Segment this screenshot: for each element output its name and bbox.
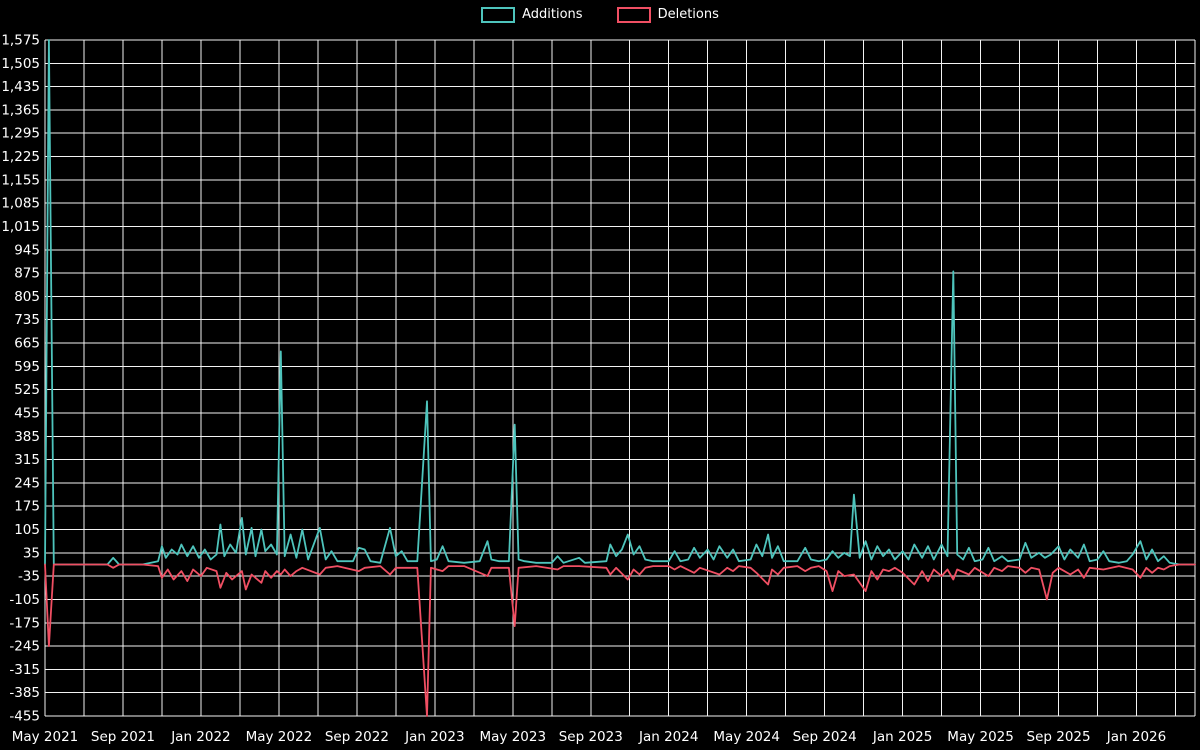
svg-text:1,575: 1,575: [1, 33, 40, 49]
svg-text:May 2023: May 2023: [480, 729, 547, 745]
svg-text:Jan 2024: Jan 2024: [638, 729, 698, 745]
svg-text:1,225: 1,225: [1, 149, 40, 165]
svg-text:Jan 2023: Jan 2023: [404, 729, 464, 745]
svg-text:315: 315: [14, 452, 40, 468]
svg-text:-245: -245: [9, 639, 40, 655]
additions-label: Additions: [522, 7, 583, 22]
svg-text:385: 385: [14, 429, 40, 445]
svg-text:175: 175: [14, 499, 40, 515]
svg-text:Sep 2021: Sep 2021: [91, 729, 155, 745]
svg-text:945: 945: [14, 242, 40, 258]
svg-text:665: 665: [14, 336, 40, 352]
deletions-line: [44, 563, 1196, 717]
svg-text:Sep 2023: Sep 2023: [559, 729, 623, 745]
svg-text:May 2024: May 2024: [713, 729, 780, 745]
svg-text:1,155: 1,155: [1, 172, 40, 188]
additions-line: [44, 39, 1196, 566]
deletions-label: Deletions: [657, 7, 719, 22]
svg-text:1,295: 1,295: [1, 126, 40, 142]
svg-text:1,505: 1,505: [1, 56, 40, 72]
legend-item-additions[interactable]: Additions: [481, 7, 583, 23]
deletions-swatch: [616, 7, 651, 23]
svg-text:-455: -455: [9, 709, 40, 725]
svg-text:May 2021: May 2021: [12, 729, 79, 745]
svg-text:Jan 2022: Jan 2022: [170, 729, 230, 745]
svg-text:35: 35: [23, 545, 40, 561]
svg-text:May 2022: May 2022: [246, 729, 313, 745]
svg-text:805: 805: [14, 289, 40, 305]
svg-text:1,365: 1,365: [1, 102, 40, 118]
chart-legend: Additions Deletions: [0, 7, 1200, 23]
x-axis-labels: May 2021 Sep 2021 Jan 2022 May 2022 Sep 2022…: [12, 729, 1167, 745]
svg-text:735: 735: [14, 312, 40, 328]
legend-item-deletions[interactable]: Deletions: [616, 7, 719, 23]
svg-text:875: 875: [14, 266, 40, 282]
svg-text:1,015: 1,015: [1, 219, 40, 235]
svg-text:-105: -105: [9, 592, 40, 608]
svg-text:Sep 2025: Sep 2025: [1027, 729, 1091, 745]
grid-lines: [44, 39, 1196, 717]
svg-text:455: 455: [14, 405, 40, 421]
svg-text:-385: -385: [9, 685, 40, 701]
svg-text:105: 105: [14, 522, 40, 538]
y-axis-labels: 1,575 1,505 1,435 1,365 1,295 1,225 1,155 1,085…: [1, 33, 40, 725]
svg-text:May 2025: May 2025: [947, 729, 1014, 745]
svg-text:525: 525: [14, 382, 40, 398]
svg-text:Sep 2024: Sep 2024: [793, 729, 857, 745]
svg-text:-175: -175: [9, 615, 40, 631]
svg-text:245: 245: [14, 475, 40, 491]
svg-text:1,435: 1,435: [1, 79, 40, 95]
svg-text:-315: -315: [9, 662, 40, 678]
svg-text:Sep 2022: Sep 2022: [325, 729, 389, 745]
svg-text:595: 595: [14, 359, 40, 375]
svg-text:Jan 2026: Jan 2026: [1106, 729, 1166, 745]
svg-text:1,085: 1,085: [1, 196, 40, 212]
additions-swatch: [481, 7, 516, 23]
svg-text:-35: -35: [18, 569, 40, 585]
svg-text:Jan 2025: Jan 2025: [872, 729, 932, 745]
